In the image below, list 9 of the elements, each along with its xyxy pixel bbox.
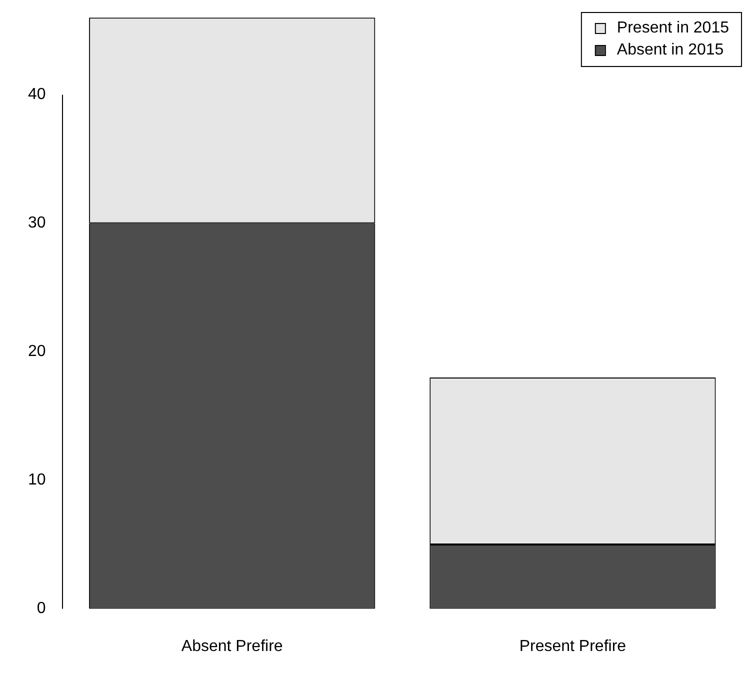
legend-label: Present in 2015	[616, 19, 730, 36]
legend-label: Absent in 2015	[616, 41, 724, 58]
y-tick-label: 0	[36, 600, 46, 618]
y-tick-label: 30	[28, 214, 46, 232]
y-tick-label: 40	[28, 86, 46, 104]
x-tick-label: Absent Prefire	[181, 638, 283, 655]
y-tick-label: 10	[28, 472, 46, 489]
x-tick-label: Present Prefire	[519, 638, 626, 655]
y-tick-label: 20	[28, 343, 46, 360]
